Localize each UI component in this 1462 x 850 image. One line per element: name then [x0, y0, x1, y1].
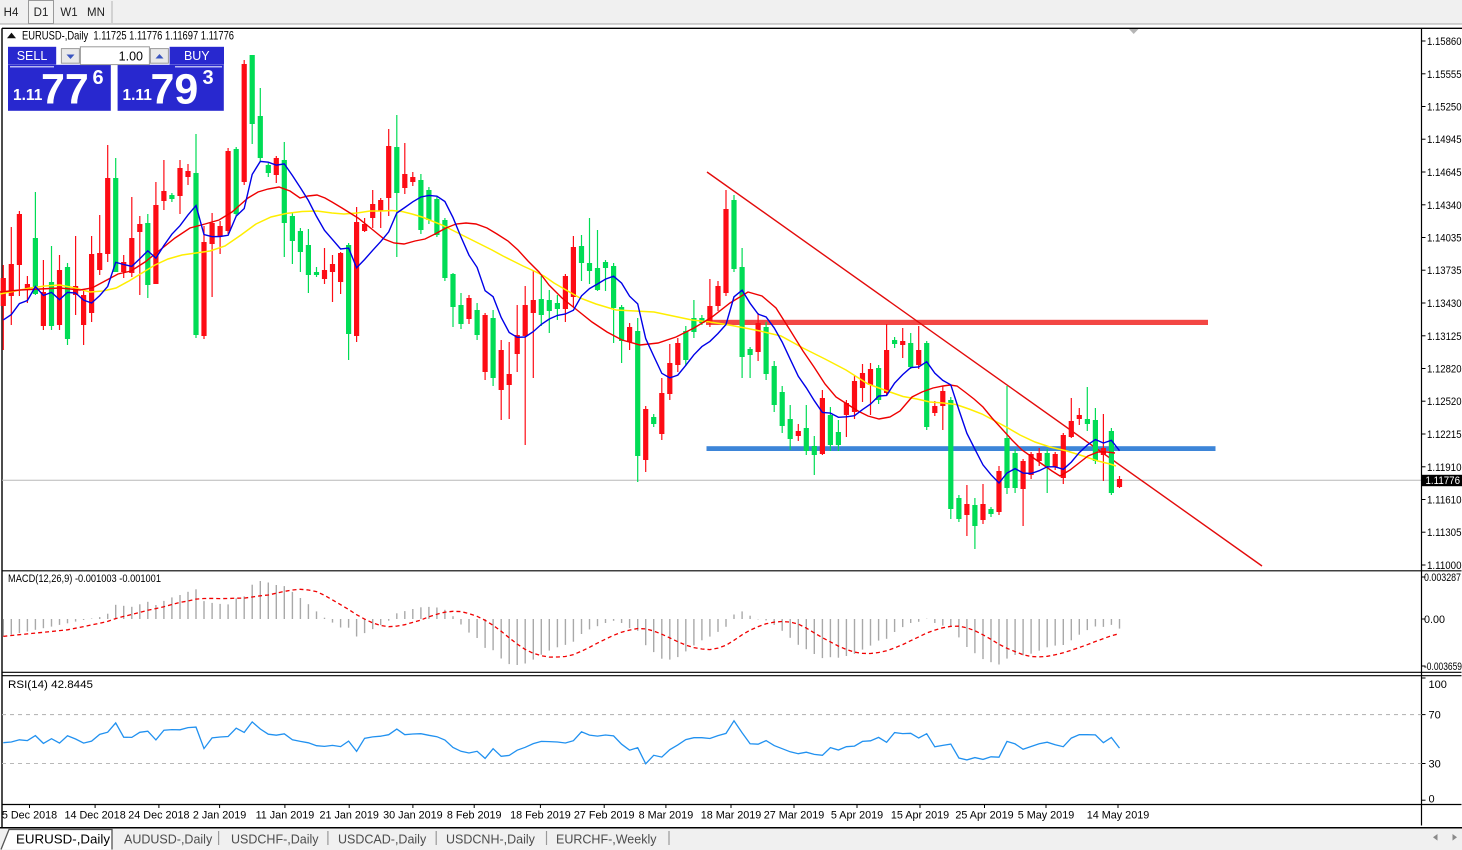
svg-text:1.12215: 1.12215: [1427, 429, 1462, 441]
svg-text:1.15555: 1.15555: [1427, 69, 1462, 81]
svg-text:USDCNH-,Daily: USDCNH-,Daily: [446, 833, 536, 847]
svg-text:1.11: 1.11: [13, 87, 43, 104]
svg-text:AUDUSD-,Daily: AUDUSD-,Daily: [124, 833, 213, 847]
svg-text:2 Jan 2019: 2 Jan 2019: [193, 810, 246, 822]
svg-text:D1: D1: [34, 7, 49, 19]
svg-text:RSI(14) 42.8445: RSI(14) 42.8445: [8, 679, 93, 691]
svg-text:25 Apr 2019: 25 Apr 2019: [955, 810, 1013, 822]
svg-text:0.003287: 0.003287: [1424, 572, 1461, 584]
svg-text:1.11305: 1.11305: [1427, 527, 1462, 539]
svg-text:0.00: 0.00: [1424, 614, 1445, 626]
svg-text:27 Feb 2019: 27 Feb 2019: [574, 810, 635, 822]
svg-text:14 May 2019: 14 May 2019: [1087, 810, 1149, 822]
svg-text:1.12520: 1.12520: [1427, 396, 1462, 408]
svg-text:1.14035: 1.14035: [1427, 233, 1462, 245]
svg-text:EURUSD-,Daily 1.11725 1.11776: EURUSD-,Daily 1.11725 1.11776 1.11697 1.…: [22, 30, 234, 43]
svg-text:W1: W1: [60, 7, 77, 19]
svg-text:H4: H4: [4, 7, 19, 19]
svg-text:1.00: 1.00: [119, 49, 143, 63]
svg-text:5 Dec 2018: 5 Dec 2018: [2, 810, 57, 822]
svg-text:BUY: BUY: [184, 49, 210, 63]
svg-text:1.13430: 1.13430: [1427, 298, 1462, 310]
svg-text:1.11610: 1.11610: [1427, 495, 1462, 507]
svg-text:70: 70: [1429, 710, 1441, 722]
svg-text:3: 3: [203, 67, 214, 89]
svg-text:8 Feb 2019: 8 Feb 2019: [447, 810, 502, 822]
svg-text:MACD(12,26,9) -0.001003 -0.001: MACD(12,26,9) -0.001003 -0.001001: [8, 573, 161, 585]
svg-text:EURUSD-,Daily: EURUSD-,Daily: [16, 833, 111, 847]
svg-text:1.11: 1.11: [123, 87, 153, 104]
svg-text:77: 77: [41, 66, 89, 114]
svg-text:21 Jan 2019: 21 Jan 2019: [319, 810, 378, 822]
svg-text:1.13125: 1.13125: [1427, 331, 1462, 343]
svg-text:USDCAD-,Daily: USDCAD-,Daily: [338, 833, 427, 847]
svg-text:8 Mar 2019: 8 Mar 2019: [639, 810, 694, 822]
svg-text:100: 100: [1429, 679, 1447, 691]
svg-text:18 Mar 2019: 18 Mar 2019: [701, 810, 762, 822]
svg-text:5 May 2019: 5 May 2019: [1018, 810, 1074, 822]
svg-text:11 Jan 2019: 11 Jan 2019: [256, 810, 315, 822]
svg-text:30: 30: [1429, 759, 1441, 771]
svg-text:1.13735: 1.13735: [1427, 265, 1462, 277]
svg-text:1.15860: 1.15860: [1427, 36, 1462, 48]
svg-text:1.11776: 1.11776: [1426, 475, 1461, 487]
svg-text:SELL: SELL: [17, 49, 48, 63]
svg-text:5 Apr 2019: 5 Apr 2019: [831, 810, 883, 822]
svg-text:1.15250: 1.15250: [1427, 102, 1462, 114]
svg-text:0: 0: [1429, 794, 1435, 806]
svg-text:14 Dec 2018: 14 Dec 2018: [64, 810, 125, 822]
svg-text:1.12820: 1.12820: [1427, 364, 1462, 376]
svg-text:-0.003659: -0.003659: [1424, 661, 1462, 673]
svg-text:1.11000: 1.11000: [1427, 560, 1462, 572]
svg-text:USDCHF-,Daily: USDCHF-,Daily: [231, 833, 319, 847]
svg-text:1.14945: 1.14945: [1427, 134, 1462, 146]
svg-text:1.14340: 1.14340: [1427, 200, 1462, 212]
svg-text:24 Dec 2018: 24 Dec 2018: [128, 810, 189, 822]
svg-text:79: 79: [151, 66, 199, 114]
svg-text:18 Feb 2019: 18 Feb 2019: [510, 810, 571, 822]
svg-text:1.11910: 1.11910: [1427, 462, 1462, 474]
svg-text:MN: MN: [87, 7, 105, 19]
svg-text:30 Jan 2019: 30 Jan 2019: [383, 810, 442, 822]
svg-text:15 Apr 2019: 15 Apr 2019: [891, 810, 949, 822]
svg-text:27 Mar 2019: 27 Mar 2019: [764, 810, 825, 822]
svg-text:EURCHF-,Weekly: EURCHF-,Weekly: [556, 833, 657, 847]
svg-text:1.14645: 1.14645: [1427, 167, 1462, 179]
svg-text:6: 6: [93, 67, 104, 89]
